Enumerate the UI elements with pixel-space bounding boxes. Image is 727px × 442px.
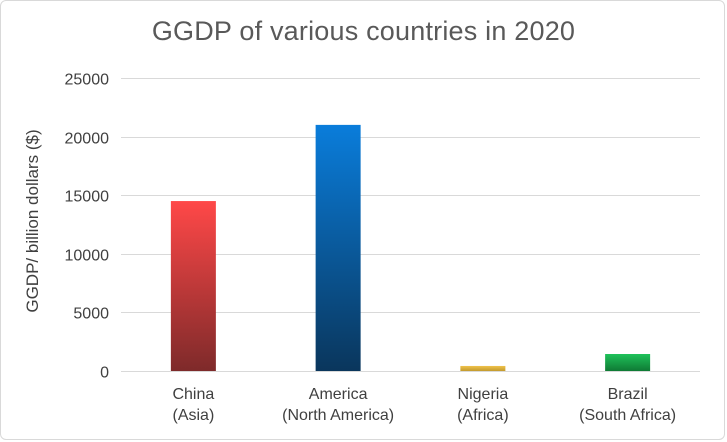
bars (170, 124, 651, 371)
y-tick-label: 25000 (65, 72, 110, 89)
x-tick-label: (South Africa) (579, 407, 676, 424)
y-tick-label: 5000 (73, 306, 109, 323)
x-tick-label: China (172, 386, 214, 403)
x-tick-label: America (309, 386, 368, 403)
bar-america (315, 124, 361, 371)
gridlines (121, 78, 700, 372)
y-tick-label: 20000 (65, 131, 110, 148)
x-tick-label: (Africa) (457, 407, 509, 424)
y-tick-label: 10000 (65, 248, 110, 265)
y-tick-label: 0 (100, 365, 109, 382)
x-tick-label: Brazil (608, 386, 648, 403)
x-tick-label: (Asia) (172, 407, 214, 424)
y-tick-label: 15000 (65, 189, 110, 206)
x-axis-ticks: China (Asia) America (North America) Nigeria… (172, 386, 676, 424)
x-tick-label: Nigeria (458, 386, 509, 403)
x-tick-label: (North America) (282, 407, 394, 424)
chart-title: GGDP of various countries in 2020 (151, 16, 576, 46)
bar-brazil (605, 354, 651, 371)
bar-nigeria (460, 365, 506, 371)
y-axis-ticks: 0 5000 10000 15000 20000 25000 (65, 72, 110, 382)
bar-china (170, 201, 216, 371)
